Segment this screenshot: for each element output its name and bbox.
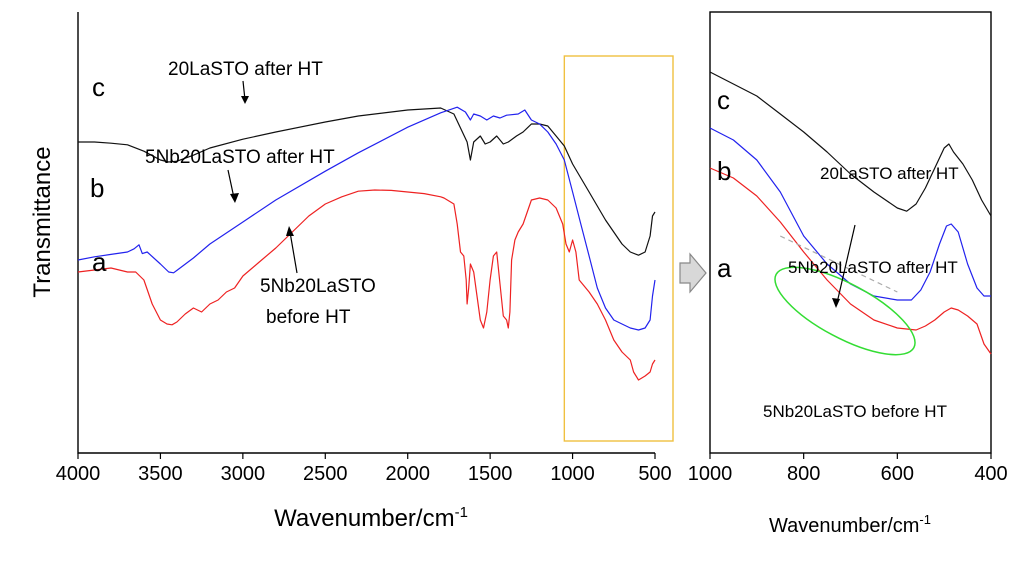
highlight-ellipse [774,266,916,356]
transition-arrow-icon [679,252,707,294]
x-axis-label-left: Wavenumber/cm-1 [274,504,468,532]
left-annotation-b: 5Nb20LaSTO after HT [145,147,335,168]
left-letter-c: c [92,72,105,102]
right-tick-label-400: 400 [974,463,1007,485]
right-series-group [709,71,992,355]
left-tick-label-3000: 3000 [221,463,266,485]
left-tick-label-4000: 4000 [56,463,101,485]
left-tick-label-2000: 2000 [385,463,430,485]
right-series-b-line [709,127,991,301]
right-x-ticks: 1000 800 600 400 [688,453,1008,485]
left-annotation-a-line2: before HT [266,307,351,328]
right-series-c-line [709,71,992,217]
left-series-b-line [77,106,656,331]
y-axis-label: Transmittance [29,146,56,297]
left-tick-label-2500: 2500 [303,463,348,485]
dashed-guide-line [779,235,898,293]
right-tick-label-600: 600 [881,463,914,485]
right-letter-a: a [717,253,732,283]
x-axis-label-left-sup: -1 [455,504,468,521]
left-annotation-b-arrowhead [230,193,239,203]
left-annotation-c-arrowhead [241,96,249,104]
left-annotation-b-leader [227,169,235,199]
left-annotation-a-leader [289,231,298,274]
right-letter-c: c [717,85,730,115]
right-annotation-a: 5Nb20LaSTO before HT [763,402,947,421]
left-letter-b: b [90,173,104,203]
right-letter-b: b [717,156,731,186]
left-x-ticks: 4000 3500 3000 2500 2000 1500 1000 500 [56,453,672,485]
left-tick-label-500: 500 [638,463,671,485]
x-axis-label-right-sup: -1 [919,512,931,527]
left-annotation-a-line1: 5Nb20LaSTO [260,276,376,297]
right-annotation-arrowhead [832,298,840,308]
right-tick-label-1000: 1000 [688,463,733,485]
right-tick-label-800: 800 [787,463,820,485]
right-annotation-b: 5Nb20LaSTO after HT [788,258,958,277]
x-axis-label-right: Wavenumber/cm-1 [769,512,931,537]
right-annotation-c: 20LaSTO after HT [820,164,959,183]
left-tick-label-3500: 3500 [138,463,183,485]
left-letter-a: a [92,247,107,277]
left-series-a-line [77,189,656,381]
x-axis-label-right-base: Wavenumber/cm [769,515,919,537]
left-annotation-a-arrowhead [286,226,294,236]
x-axis-label-left-base: Wavenumber/cm [274,505,455,532]
right-plot-frame [709,11,992,454]
highlight-box [563,55,674,442]
left-tick-label-1000: 1000 [550,463,595,485]
left-series-group [77,106,656,381]
left-tick-label-1500: 1500 [468,463,513,485]
left-annotation-c: 20LaSTO after HT [168,59,323,80]
left-plot-axes [77,12,655,454]
right-series-a-line [709,167,992,355]
left-series-c-line [78,107,656,256]
right-annotation-leader [836,224,856,304]
